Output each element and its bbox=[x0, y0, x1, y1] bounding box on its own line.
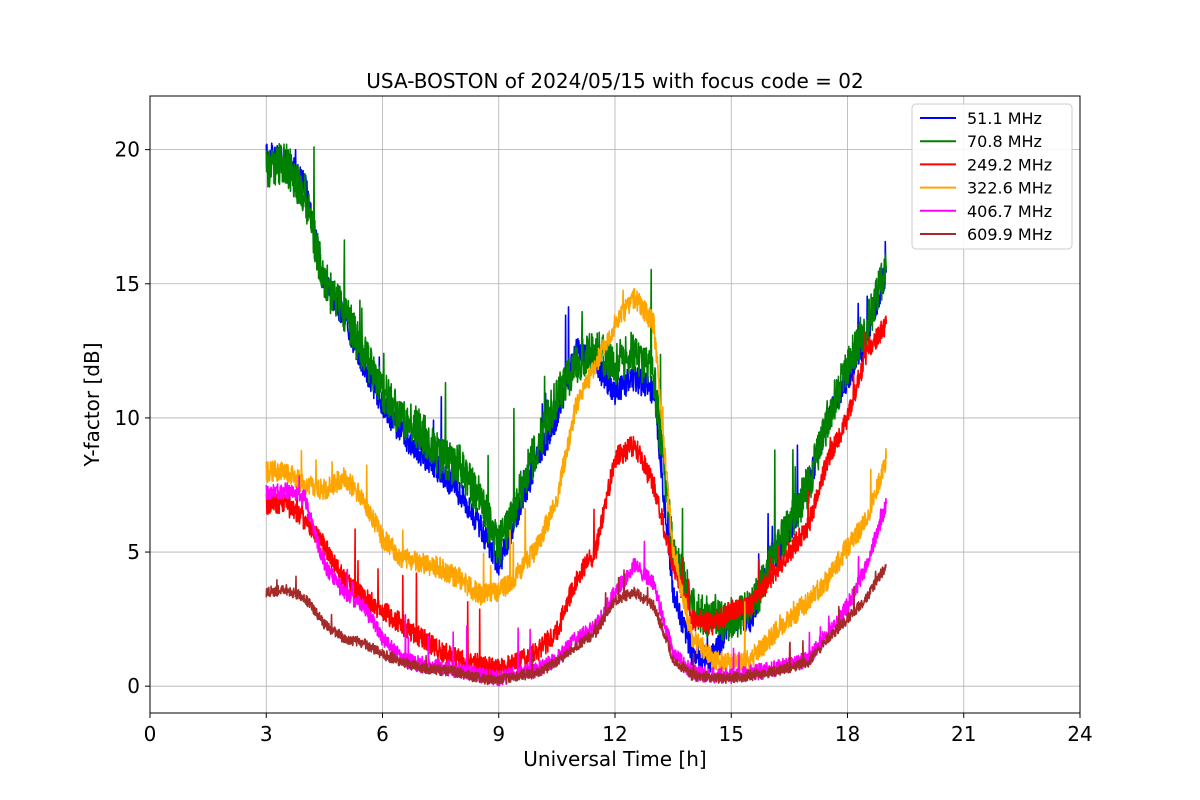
legend-entry: 70.8 MHz bbox=[967, 132, 1042, 151]
x-tick-label: 21 bbox=[951, 722, 976, 746]
x-tick-label: 12 bbox=[602, 722, 627, 746]
y-tick-label: 20 bbox=[115, 138, 140, 162]
x-axis: 0 3 6 9 12 15 18 21 24 bbox=[144, 713, 1093, 746]
legend-entry: 406.7 MHz bbox=[967, 202, 1052, 221]
x-tick-label: 9 bbox=[492, 722, 505, 746]
y-tick-label: 0 bbox=[127, 674, 140, 698]
x-tick-label: 24 bbox=[1067, 722, 1092, 746]
legend-entry: 322.6 MHz bbox=[967, 179, 1052, 198]
x-tick-label: 6 bbox=[376, 722, 389, 746]
x-tick-label: 3 bbox=[260, 722, 273, 746]
x-tick-label: 18 bbox=[835, 722, 860, 746]
chart-title: USA-BOSTON of 2024/05/15 with focus code… bbox=[366, 69, 863, 93]
y-axis: 0 5 10 15 20 bbox=[115, 138, 150, 698]
y-tick-label: 5 bbox=[127, 540, 140, 564]
x-axis-label: Universal Time [h] bbox=[523, 747, 706, 771]
y-tick-label: 15 bbox=[115, 272, 140, 296]
x-tick-label: 15 bbox=[719, 722, 744, 746]
y-axis-label: Y-factor [dB] bbox=[80, 342, 104, 467]
legend-entry: 609.9 MHz bbox=[967, 225, 1052, 244]
series-line-5 bbox=[265, 564, 887, 686]
legend-entry: 51.1 MHz bbox=[967, 109, 1042, 128]
series-line-2 bbox=[265, 315, 888, 680]
x-tick-label: 0 bbox=[144, 722, 157, 746]
series-line-3 bbox=[265, 287, 888, 675]
legend-entry: 249.2 MHz bbox=[967, 155, 1052, 174]
legend: 51.1 MHz 70.8 MHz 249.2 MHz 322.6 MHz 40… bbox=[911, 103, 1073, 250]
series-line-1 bbox=[265, 142, 888, 642]
y-tick-label: 10 bbox=[115, 406, 140, 430]
series-lines bbox=[265, 142, 888, 687]
